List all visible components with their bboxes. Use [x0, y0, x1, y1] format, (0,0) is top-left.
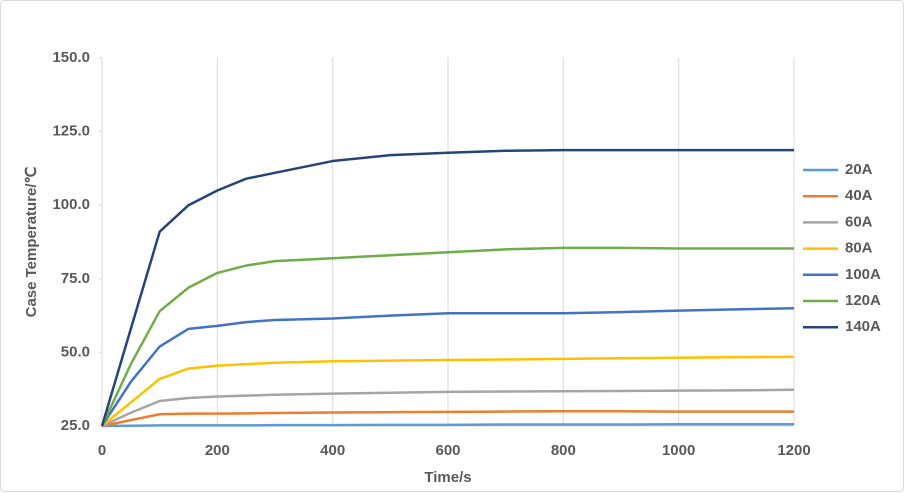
x-tick-label: 600: [435, 442, 460, 459]
x-tick-label: 0: [98, 442, 106, 459]
y-tick-label: 50.0: [61, 343, 90, 360]
series-line: [100, 246, 794, 427]
series-line: [100, 148, 794, 427]
series-line: [101, 355, 795, 427]
series-line: [101, 410, 794, 428]
y-tick-label: 75.0: [61, 270, 90, 287]
y-axis-title: Case Temperature/℃: [23, 166, 40, 317]
x-tick-label: 1200: [777, 442, 810, 459]
legend-label: 20A: [845, 161, 873, 178]
x-tick-label: 400: [320, 442, 345, 459]
series-line: [101, 388, 795, 428]
x-axis-title: Time/s: [424, 469, 471, 486]
legend-label: 140A: [845, 318, 881, 335]
legend-label: 60A: [845, 213, 873, 230]
x-tick-label: 200: [205, 442, 230, 459]
x-tick-label: 800: [551, 442, 576, 459]
y-tick-label: 125.0: [52, 123, 90, 140]
legend-label: 100A: [845, 266, 881, 283]
legend-label: 80A: [845, 240, 873, 257]
x-tick-label: 1000: [662, 442, 695, 459]
legend-label: 40A: [845, 187, 873, 204]
series-line: [101, 422, 794, 428]
legend-label: 120A: [845, 292, 881, 309]
y-tick-label: 25.0: [61, 417, 90, 434]
y-tick-label: 150.0: [52, 49, 90, 66]
series-line: [100, 306, 795, 427]
y-tick-label: 100.0: [52, 196, 90, 213]
